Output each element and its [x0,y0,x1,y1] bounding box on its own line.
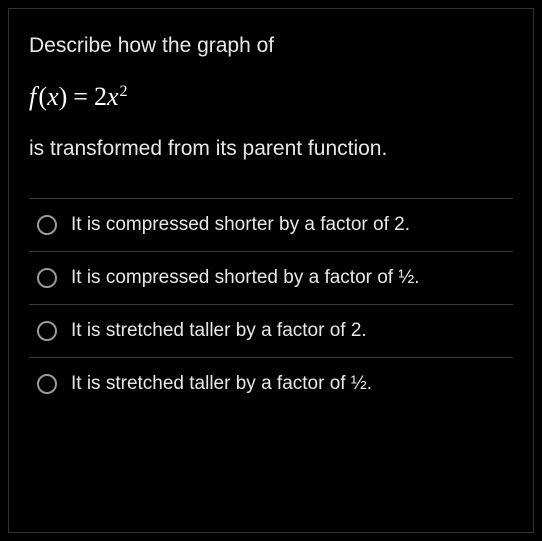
radio-icon[interactable] [37,268,57,288]
equation-paren-open: ( [38,82,47,111]
equation-paren-close: ) [59,82,68,111]
radio-icon[interactable] [37,215,57,235]
option-label: It is stretched taller by a factor of 2. [71,320,367,342]
radio-icon[interactable] [37,374,57,394]
equation-fn: f [29,82,36,111]
option-row[interactable]: It is compressed shorter by a factor of … [29,198,513,251]
equation: f (x)=2x2 [29,82,513,112]
equation-base: x [107,82,119,111]
option-row[interactable]: It is compressed shorted by a factor of … [29,251,513,304]
equation-equals: = [73,82,88,111]
radio-icon[interactable] [37,321,57,341]
option-label: It is stretched taller by a factor of ½. [71,373,372,395]
option-row[interactable]: It is stretched taller by a factor of 2. [29,304,513,357]
options-list: It is compressed shorter by a factor of … [29,198,513,410]
question-text-line1: Describe how the graph of [29,31,513,60]
option-row[interactable]: It is stretched taller by a factor of ½. [29,357,513,410]
question-text-line2: is transformed from its parent function. [29,134,513,163]
question-card: Describe how the graph of f (x)=2x2 is t… [8,8,534,533]
equation-exponent: 2 [120,83,128,100]
option-label: It is compressed shorter by a factor of … [71,214,410,236]
option-label: It is compressed shorted by a factor of … [71,267,420,289]
equation-coef: 2 [94,82,107,111]
equation-var: x [47,82,59,111]
